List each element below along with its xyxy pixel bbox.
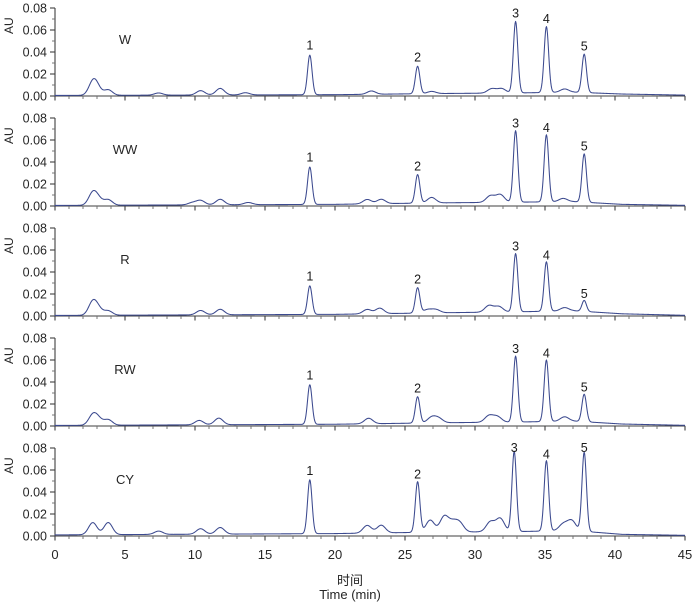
x-tick-label: 0 bbox=[51, 547, 58, 562]
chromatogram-trace bbox=[54, 20, 686, 96]
x-tick-label: 5 bbox=[121, 547, 128, 562]
peak-label-4: 4 bbox=[543, 12, 550, 26]
plot-area: 0.00 0.02 0.04 0.06 0.08 WW 1 2 3 4 5 bbox=[23, 112, 686, 214]
peak-label-2: 2 bbox=[414, 51, 421, 65]
y-tick-label: 0.02 bbox=[23, 288, 47, 302]
y-tick-label: 0.02 bbox=[23, 398, 47, 412]
x-axis-title-cn: 时间 bbox=[336, 573, 363, 588]
y-tick-label: 0.02 bbox=[23, 178, 47, 192]
chromatogram-panel-w: AU 0.00 0.02 0.04 0.06 0.08 W 1 2 3 4 5 bbox=[0, 0, 700, 110]
y-tick-label: 0.02 bbox=[23, 68, 47, 82]
peak-label-3: 3 bbox=[512, 342, 519, 356]
x-tick-label: 30 bbox=[468, 547, 482, 562]
plot-area: 0.00 0.02 0.04 0.06 0.08 R 1 2 3 4 5 bbox=[23, 222, 686, 324]
y-tick-label: 0.04 bbox=[23, 156, 47, 170]
y-tick-label: 0.06 bbox=[23, 134, 47, 148]
plot-area: 0.00 0.02 0.04 0.06 0.08 RW 1 2 3 4 5 bbox=[23, 332, 686, 434]
peak-label-4: 4 bbox=[543, 121, 550, 135]
y-tick-label: 0.00 bbox=[23, 310, 47, 324]
x-axis-block: 0 5 10 15 20 25 30 35 40 45 时间 Time (min) bbox=[0, 545, 700, 606]
y-tick-label: 0.00 bbox=[23, 420, 47, 434]
plot-area: 0.00 0.02 0.04 0.06 0.08 W 1 2 3 4 5 bbox=[23, 2, 686, 104]
peak-label-1: 1 bbox=[306, 269, 313, 283]
chromatogram-trace bbox=[54, 355, 686, 426]
peak-label-2: 2 bbox=[414, 382, 421, 396]
y-tick-label: 0.04 bbox=[23, 486, 47, 500]
chromatogram-panel-r: AU 0.00 0.02 0.04 0.06 0.08 R 1 2 3 4 5 bbox=[0, 220, 700, 330]
y-tick-label: 0.06 bbox=[23, 244, 47, 258]
y-tick-label: 0.08 bbox=[23, 2, 47, 16]
peak-label-2: 2 bbox=[414, 273, 421, 287]
y-tick-label: 0.08 bbox=[23, 222, 47, 236]
peak-label-5: 5 bbox=[581, 441, 588, 455]
peak-label-1: 1 bbox=[306, 368, 313, 382]
peak-label-1: 1 bbox=[306, 464, 313, 478]
peak-label-3: 3 bbox=[511, 441, 518, 455]
chromatogram-panel-cy: AU 0.00 0.02 0.04 0.06 0.08 CY 1 2 3 4 5 bbox=[0, 440, 700, 550]
series-label-ww: WW bbox=[113, 142, 138, 157]
peak-label-1: 1 bbox=[306, 38, 313, 52]
y-tick-label: 0.04 bbox=[23, 46, 47, 60]
series-label-rw: RW bbox=[114, 362, 136, 377]
peak-label-2: 2 bbox=[414, 467, 421, 481]
x-tick-label: 40 bbox=[608, 547, 622, 562]
y-tick-label: 0.04 bbox=[23, 266, 47, 280]
chromatogram-trace bbox=[54, 130, 686, 206]
peak-label-5: 5 bbox=[581, 287, 588, 301]
peak-label-1: 1 bbox=[306, 151, 313, 165]
y-tick-label: 0.02 bbox=[23, 508, 47, 522]
peak-label-2: 2 bbox=[414, 159, 421, 173]
peak-label-4: 4 bbox=[543, 448, 550, 462]
y-tick-label: 0.00 bbox=[23, 90, 47, 104]
peak-label-4: 4 bbox=[543, 249, 550, 263]
y-tick-label: 0.04 bbox=[23, 376, 47, 390]
peak-label-4: 4 bbox=[543, 346, 550, 360]
plot-area: 0.00 0.02 0.04 0.06 0.08 CY 1 2 3 4 5 bbox=[23, 441, 686, 544]
y-tick-label: 0.06 bbox=[23, 24, 47, 38]
peak-label-5: 5 bbox=[581, 381, 588, 395]
y-tick-label: 0.06 bbox=[23, 354, 47, 368]
y-tick-label: 0.00 bbox=[23, 530, 47, 544]
peak-label-3: 3 bbox=[512, 117, 519, 131]
peak-label-3: 3 bbox=[512, 240, 519, 254]
x-tick-label: 10 bbox=[188, 547, 202, 562]
chromatogram-panel-rw: AU 0.00 0.02 0.04 0.06 0.08 RW 1 2 3 4 5 bbox=[0, 330, 700, 440]
series-label-r: R bbox=[120, 252, 129, 267]
x-tick-label: 25 bbox=[398, 547, 412, 562]
peak-label-3: 3 bbox=[512, 7, 519, 21]
series-label-w: W bbox=[119, 32, 132, 47]
x-tick-label: 20 bbox=[328, 547, 342, 562]
y-tick-label: 0.06 bbox=[23, 464, 47, 478]
y-tick-label: 0.08 bbox=[23, 112, 47, 126]
chromatogram-trace bbox=[54, 253, 686, 316]
y-tick-label: 0.08 bbox=[23, 332, 47, 346]
x-axis-title-en: Time (min) bbox=[319, 587, 381, 602]
peak-label-5: 5 bbox=[581, 140, 588, 154]
peak-label-5: 5 bbox=[581, 40, 588, 54]
series-label-cy: CY bbox=[116, 472, 134, 487]
chromatogram-trace bbox=[54, 450, 686, 536]
x-axis-ticks: 0 5 10 15 20 25 30 35 40 45 bbox=[51, 547, 692, 562]
chromatogram-panel-ww: AU 0.00 0.02 0.04 0.06 0.08 WW 1 2 3 4 5 bbox=[0, 110, 700, 220]
y-tick-label: 0.00 bbox=[23, 200, 47, 214]
x-tick-label: 45 bbox=[678, 547, 692, 562]
x-tick-label: 35 bbox=[538, 547, 552, 562]
x-tick-label: 15 bbox=[258, 547, 272, 562]
y-tick-label: 0.08 bbox=[23, 442, 47, 456]
